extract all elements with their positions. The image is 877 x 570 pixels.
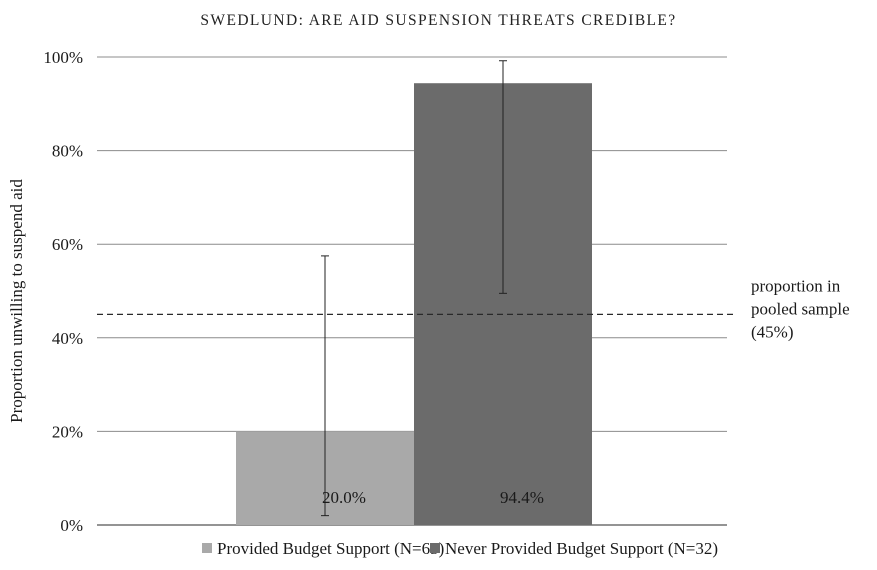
error-bar xyxy=(321,255,329,517)
error-bars xyxy=(321,60,507,517)
y-tick-label: 80% xyxy=(52,142,83,161)
error-bar xyxy=(499,60,507,294)
legend-swatch xyxy=(430,543,440,553)
y-tick-label: 0% xyxy=(60,516,83,535)
legend-label: Never Provided Budget Support (N=32) xyxy=(445,539,718,558)
y-tick-label: 100% xyxy=(43,48,83,67)
data-labels: 20.0% 94.4% xyxy=(322,488,544,507)
bars xyxy=(236,83,592,525)
y-axis-tick-labels: 0% 20% 40% 60% 80% 100% xyxy=(43,48,83,535)
reference-line-annotation-line: (45%) xyxy=(751,322,793,341)
bar-value-label: 94.4% xyxy=(500,488,544,507)
y-tick-label: 20% xyxy=(52,422,83,441)
bar-value-label: 20.0% xyxy=(322,488,366,507)
legend-swatch xyxy=(202,543,212,553)
running-header: SWEDLUND: ARE AID SUSPENSION THREATS CRE… xyxy=(200,12,677,29)
legend: Provided Budget Support (N=63) Never Prov… xyxy=(202,539,718,558)
reference-line-annotation: proportion in pooled sample (45%) xyxy=(751,276,850,341)
reference-line-group: proportion in pooled sample (45%) xyxy=(97,276,850,341)
reference-line-annotation-line: proportion in xyxy=(751,276,841,295)
y-tick-label: 40% xyxy=(52,329,83,348)
y-tick-label: 60% xyxy=(52,235,83,254)
reference-line-annotation-line: pooled sample xyxy=(751,299,850,318)
legend-label: Provided Budget Support (N=63) xyxy=(217,539,444,558)
y-axis-title: Proportion unwilling to suspend aid xyxy=(7,179,26,423)
